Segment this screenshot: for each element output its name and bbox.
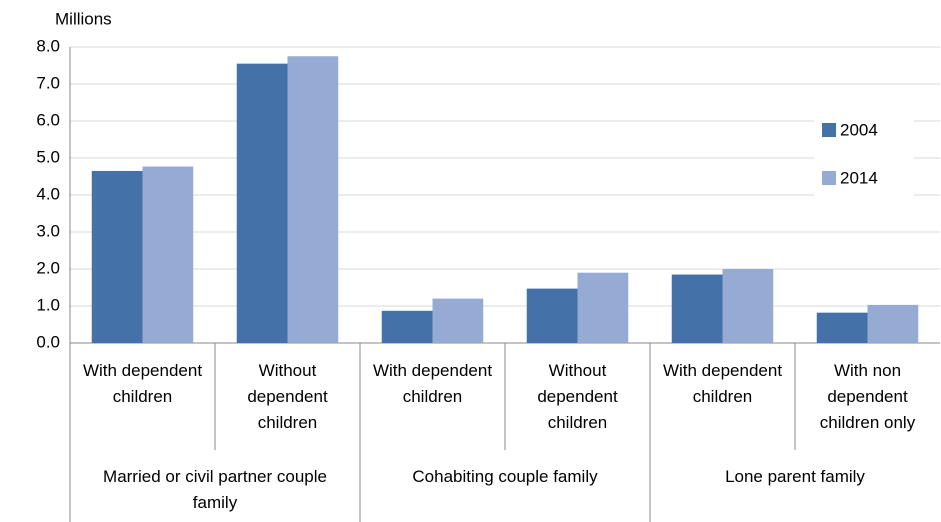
y-tick-label: 5.0	[36, 147, 60, 166]
bar	[91, 170, 143, 343]
group-label: Married or civil partner couple family	[103, 467, 327, 512]
bar	[236, 63, 288, 344]
y-tick-label: 7.0	[36, 73, 60, 92]
x-tick-label: With non dependent children only	[819, 361, 916, 432]
bar	[526, 288, 578, 343]
x-tick-label: With dependent children	[372, 361, 493, 406]
group-label: Cohabiting couple family	[412, 467, 598, 486]
x-tick-label: Without dependent children	[537, 361, 618, 432]
bar	[287, 56, 339, 343]
bar	[577, 272, 629, 343]
y-tick-label: 2.0	[36, 258, 60, 277]
x-tick-label: Without dependent children	[247, 361, 328, 432]
bar	[432, 298, 484, 343]
y-axis-label: Millions	[55, 9, 112, 28]
legend-label: 2014	[840, 168, 878, 187]
bar	[671, 274, 723, 343]
y-tick-label: 6.0	[36, 110, 60, 129]
bar	[381, 310, 433, 343]
bar	[142, 166, 194, 343]
x-tick-label: With dependent children	[82, 361, 203, 406]
group-label: Lone parent family	[725, 467, 865, 486]
bar	[867, 304, 919, 343]
legend-swatch	[822, 123, 836, 137]
y-tick-label: 8.0	[36, 36, 60, 55]
x-tick-label: With dependent children	[662, 361, 783, 406]
bar	[722, 269, 774, 343]
legend-swatch	[822, 171, 836, 185]
y-tick-label: 3.0	[36, 221, 60, 240]
y-tick-label: 4.0	[36, 184, 60, 203]
y-tick-label: 0.0	[36, 332, 60, 351]
bar	[816, 312, 868, 343]
y-tick-label: 1.0	[36, 295, 60, 314]
legend-label: 2004	[840, 120, 878, 139]
